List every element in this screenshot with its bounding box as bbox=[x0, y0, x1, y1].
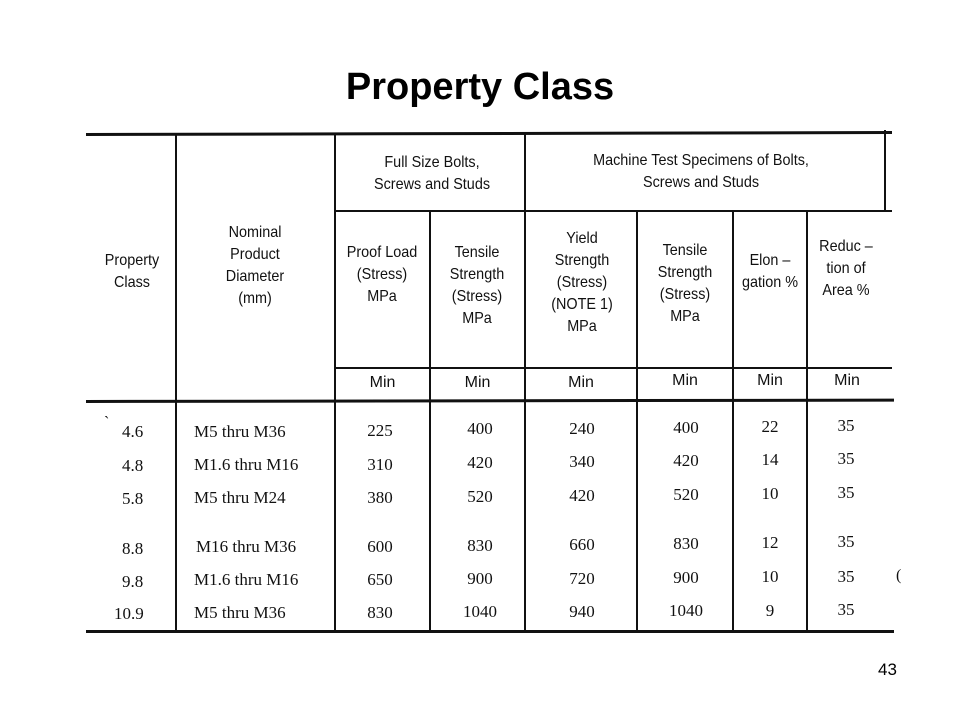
cell-proof-load: 380 bbox=[367, 488, 393, 507]
col-header-yield-strength: Yield Strength (Stress) (NOTE 1) MPa bbox=[551, 230, 613, 335]
cell-nominal-diameter: M1.6 thru M16 bbox=[194, 455, 299, 474]
col-subheader-min: Min bbox=[757, 372, 783, 389]
col-divider bbox=[524, 134, 526, 632]
col-header-proof-load: Proof Load (Stress) MPa bbox=[346, 244, 418, 305]
cell-reduction-of-area: 35 bbox=[837, 416, 855, 435]
cell-reduction-of-area: 35 bbox=[837, 532, 855, 551]
cell-property-class: 10.9 bbox=[114, 604, 144, 623]
col-subheader-min: Min bbox=[369, 374, 396, 391]
cell-nominal-diameter: M1.6 thru M16 bbox=[194, 570, 299, 589]
scan-mark: ( bbox=[896, 567, 902, 584]
cell-reduction-of-area: 35 bbox=[837, 449, 855, 468]
cell-yield-strength: 240 bbox=[569, 419, 595, 438]
cell-proof-load: 225 bbox=[367, 421, 393, 440]
subheader-top-rule bbox=[334, 367, 892, 369]
cell-proof-load: 310 bbox=[367, 455, 393, 474]
col-header-reduction-of-area: Reduc – tion of Area % bbox=[819, 238, 873, 299]
col-header-elongation: Elon – gation % bbox=[741, 252, 799, 291]
cell-property-class: 5.8 bbox=[122, 489, 144, 508]
cell-yield-strength: 720 bbox=[569, 569, 595, 588]
col-divider bbox=[636, 211, 638, 632]
slide-number: 43 bbox=[878, 660, 897, 679]
cell-reduction-of-area: 35 bbox=[837, 483, 855, 502]
col-subheader-min: Min bbox=[672, 372, 698, 389]
cell-tensile-strength-specimen: 830 bbox=[673, 534, 699, 553]
col-subheader-min: Min bbox=[834, 372, 860, 389]
col-divider bbox=[732, 211, 734, 632]
group-header-full-size: Full Size Bolts, Screws and Studs bbox=[373, 154, 491, 193]
cell-tensile-strength-specimen: 1040 bbox=[669, 601, 703, 620]
cell-tensile-strength: 400 bbox=[467, 419, 493, 438]
col-header-tensile-strength: Tensile Strength (Stress) MPa bbox=[449, 244, 505, 327]
cell-reduction-of-area: 35 bbox=[837, 567, 855, 586]
col-divider bbox=[884, 130, 886, 210]
cell-elongation: 22 bbox=[761, 417, 779, 436]
cell-yield-strength: 660 bbox=[569, 535, 595, 554]
col-divider bbox=[806, 211, 808, 632]
table-top-rule bbox=[85, 131, 893, 136]
cell-property-class: 4.6 bbox=[122, 422, 144, 441]
slide-title: Property Class bbox=[345, 66, 615, 108]
col-divider bbox=[334, 134, 336, 632]
cell-reduction-of-area: 35 bbox=[837, 600, 855, 619]
col-subheader-min: Min bbox=[568, 374, 594, 391]
col-subheader-min: Min bbox=[464, 374, 491, 391]
cell-nominal-diameter: M5 thru M36 bbox=[194, 422, 286, 441]
cell-tensile-strength-specimen: 900 bbox=[673, 568, 699, 587]
group-header-rule bbox=[334, 210, 892, 212]
cell-property-class: 4.8 bbox=[122, 456, 144, 475]
cell-nominal-diameter: M5 thru M36 bbox=[194, 603, 286, 622]
cell-elongation: 10 bbox=[761, 484, 779, 503]
cell-elongation: 10 bbox=[761, 567, 779, 586]
cell-property-class: 8.8 bbox=[122, 539, 144, 558]
cell-nominal-diameter: M5 thru M24 bbox=[194, 488, 286, 507]
cell-tensile-strength: 830 bbox=[467, 536, 493, 555]
cell-property-class: 9.8 bbox=[122, 572, 144, 591]
col-divider bbox=[429, 211, 431, 632]
cell-tensile-strength-specimen: 400 bbox=[673, 418, 699, 437]
cell-proof-load: 600 bbox=[367, 537, 393, 556]
cell-tensile-strength: 420 bbox=[467, 453, 493, 472]
cell-elongation: 14 bbox=[761, 450, 779, 469]
scan-mark: ` bbox=[104, 414, 110, 431]
cell-yield-strength: 940 bbox=[569, 602, 595, 621]
cell-tensile-strength-specimen: 520 bbox=[673, 485, 699, 504]
cell-tensile-strength: 520 bbox=[467, 487, 493, 506]
col-header-property-class: Property Class bbox=[104, 252, 160, 291]
header-bottom-rule bbox=[85, 398, 895, 403]
col-header-tensile-strength-specimen: Tensile Strength (Stress) MPa bbox=[657, 242, 713, 325]
col-divider bbox=[175, 134, 177, 632]
cell-tensile-strength: 1040 bbox=[463, 602, 497, 621]
table-bottom-rule bbox=[86, 630, 894, 633]
col-header-nominal-diameter: Nominal Product Diameter (mm) bbox=[225, 224, 285, 307]
cell-yield-strength: 340 bbox=[569, 452, 595, 471]
cell-tensile-strength-specimen: 420 bbox=[673, 451, 699, 470]
cell-nominal-diameter: M16 thru M36 bbox=[196, 537, 297, 556]
cell-elongation: 12 bbox=[761, 533, 779, 552]
cell-elongation: 9 bbox=[765, 601, 775, 620]
cell-yield-strength: 420 bbox=[569, 486, 595, 505]
cell-proof-load: 650 bbox=[367, 570, 393, 589]
cell-proof-load: 830 bbox=[367, 603, 393, 622]
group-header-machine-test: Machine Test Specimens of Bolts, Screws … bbox=[593, 152, 809, 191]
cell-tensile-strength: 900 bbox=[467, 569, 493, 588]
